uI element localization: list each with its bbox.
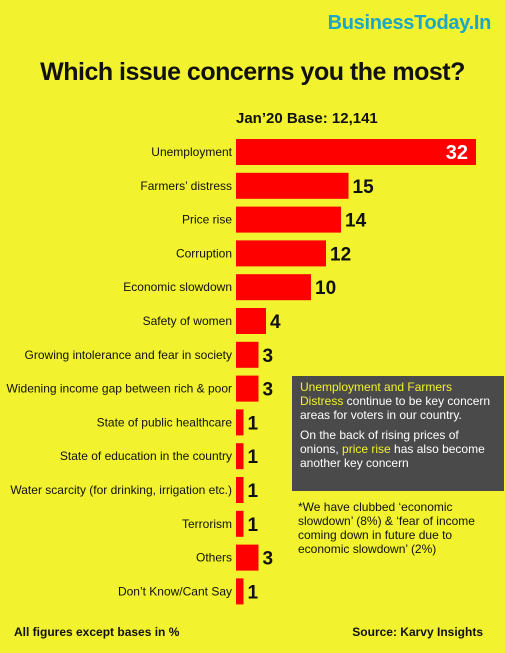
value-label: 12 bbox=[330, 244, 351, 265]
bar-0 bbox=[236, 139, 476, 165]
value-label: 1 bbox=[248, 447, 259, 468]
category-label: Don’t Know/Cant Say bbox=[118, 584, 232, 598]
bar-8 bbox=[236, 409, 244, 436]
info-highlight-2: price rise bbox=[342, 442, 391, 456]
footnote: *We have clubbed ‘economic slowdown’ (8%… bbox=[298, 500, 475, 556]
category-label: Corruption bbox=[176, 246, 232, 260]
chart-subtitle: Jan’20 Base: 12,141 bbox=[236, 110, 378, 127]
bar-9 bbox=[236, 443, 244, 470]
value-label: 1 bbox=[248, 413, 259, 434]
brand-logo: BusinessToday.In bbox=[327, 12, 492, 35]
info-paragraph-1: Unemployment and Farmers Distress contin… bbox=[300, 380, 496, 422]
category-label: Unemployment bbox=[151, 145, 232, 159]
value-label: 3 bbox=[263, 380, 274, 401]
bar-6 bbox=[236, 341, 259, 368]
info-paragraph-2: On the back of rising prices of onions, … bbox=[300, 428, 496, 470]
bar-12 bbox=[236, 544, 259, 571]
footer-note: All figures except bases in % bbox=[14, 625, 180, 639]
category-label: State of education in the country bbox=[60, 449, 232, 463]
category-label: Economic slowdown bbox=[123, 280, 232, 294]
bar-4 bbox=[236, 274, 311, 301]
bar-11 bbox=[236, 510, 244, 537]
bar-3 bbox=[236, 240, 326, 267]
value-label: 3 bbox=[263, 346, 274, 367]
bar-2 bbox=[236, 206, 341, 233]
brand-name: BusinessToday bbox=[327, 12, 469, 34]
info-highlight-1: Unemployment and Farmers Distress bbox=[300, 380, 453, 408]
bar-1 bbox=[236, 172, 349, 199]
category-label: Growing intolerance and fear in society bbox=[25, 348, 232, 362]
info-text-2b: has also become another key concern bbox=[300, 442, 485, 470]
brand-suffix: .In bbox=[468, 12, 492, 34]
value-label: 1 bbox=[248, 481, 259, 502]
category-label: Farmers’ distress bbox=[140, 179, 232, 193]
bar-10 bbox=[236, 477, 244, 503]
bar-13 bbox=[236, 578, 244, 605]
chart-title: Which issue concerns you the most? bbox=[40, 58, 465, 86]
bar-5 bbox=[236, 308, 266, 334]
value-label: 32 bbox=[446, 142, 468, 164]
category-label: Safety of women bbox=[143, 314, 232, 328]
category-label: State of public healthcare bbox=[97, 415, 233, 429]
bar-7 bbox=[236, 375, 259, 402]
value-label: 1 bbox=[248, 582, 259, 603]
value-label: 14 bbox=[345, 211, 367, 232]
category-label: Water scarcity (for drinking, irrigation… bbox=[10, 483, 232, 497]
info-box: Unemployment and Farmers Distress contin… bbox=[292, 376, 504, 491]
category-label: Price rise bbox=[182, 213, 232, 227]
value-label: 3 bbox=[263, 549, 274, 570]
value-label: 1 bbox=[248, 515, 259, 536]
value-label: 10 bbox=[315, 278, 336, 299]
source-credit: Source: Karvy Insights bbox=[352, 625, 483, 639]
category-label: Terrorism bbox=[182, 517, 232, 531]
category-label: Widening income gap between rich & poor bbox=[7, 382, 232, 396]
value-label: 4 bbox=[270, 312, 281, 333]
bar-chart: Unemployment 32 Farmers’ distress 15 Price r… bbox=[7, 139, 476, 605]
info-text-2a: On the back of rising prices of onions, bbox=[300, 428, 459, 456]
info-text-1: continue to be key concern areas for vot… bbox=[300, 394, 491, 422]
value-label: 15 bbox=[353, 177, 375, 198]
category-label: Others bbox=[196, 551, 232, 565]
